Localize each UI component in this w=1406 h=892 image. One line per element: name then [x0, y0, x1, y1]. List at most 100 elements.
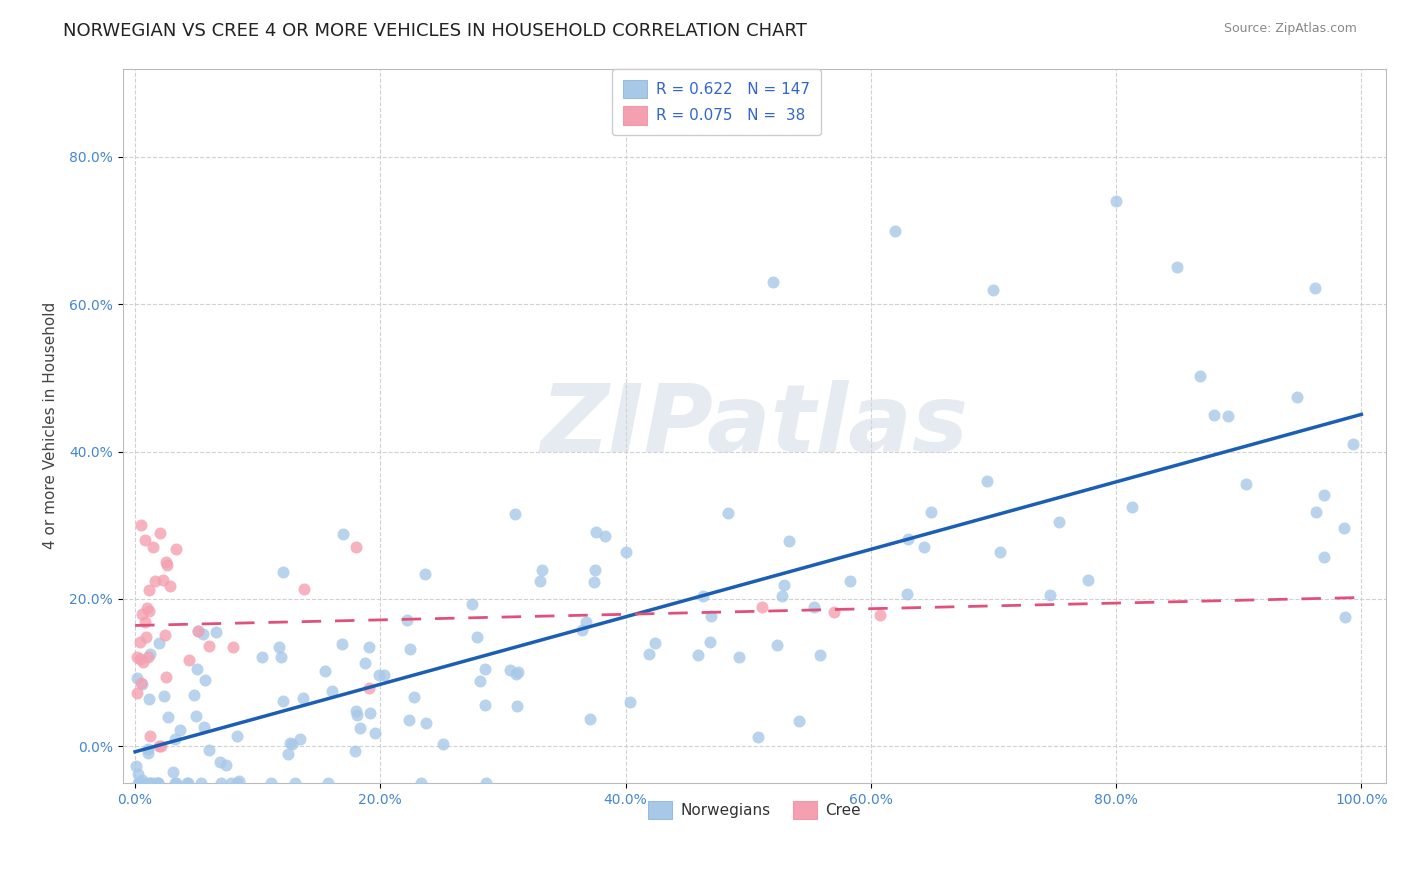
- Point: [127, 776, 149, 790]
- Point: [1105, 194, 1128, 208]
- Point: [1047, 515, 1070, 529]
- Point: [139, 648, 162, 662]
- Point: [153, 689, 176, 703]
- Point: [281, 738, 304, 752]
- Point: [271, 565, 294, 579]
- Point: [146, 776, 169, 790]
- Point: [396, 613, 419, 627]
- Point: [163, 731, 186, 746]
- Point: [461, 598, 484, 612]
- Point: [277, 747, 299, 762]
- Point: [155, 670, 177, 684]
- Point: [530, 563, 553, 577]
- Point: [125, 759, 148, 773]
- Point: [976, 474, 998, 488]
- Point: [198, 743, 221, 757]
- Point: [359, 640, 381, 655]
- Point: [198, 639, 221, 653]
- Point: [146, 776, 169, 790]
- Point: [803, 600, 825, 615]
- Point: [131, 773, 153, 788]
- Point: [148, 739, 170, 754]
- Point: [156, 558, 179, 573]
- Point: [583, 563, 606, 577]
- Point: [1341, 437, 1364, 451]
- Point: [1305, 505, 1327, 519]
- Point: [186, 662, 208, 676]
- Point: [344, 541, 367, 555]
- Point: [125, 686, 148, 700]
- Point: [1333, 520, 1355, 534]
- Point: [187, 624, 209, 639]
- Point: [359, 706, 381, 721]
- Point: [145, 776, 167, 790]
- Point: [1285, 390, 1308, 404]
- Point: [226, 776, 249, 790]
- Point: [131, 607, 153, 621]
- Point: [896, 587, 918, 601]
- Point: [284, 776, 307, 790]
- Point: [762, 275, 785, 289]
- Legend: Norwegians, Cree: Norwegians, Cree: [641, 795, 868, 825]
- Point: [260, 776, 283, 790]
- Point: [506, 698, 529, 713]
- Point: [751, 600, 773, 615]
- Point: [432, 737, 454, 751]
- Point: [332, 526, 354, 541]
- Point: [988, 545, 1011, 559]
- Point: [165, 541, 187, 556]
- Point: [125, 671, 148, 685]
- Point: [278, 736, 301, 750]
- Point: [747, 730, 769, 744]
- Point: [529, 574, 551, 588]
- Point: [316, 776, 339, 790]
- Point: [194, 673, 217, 688]
- Y-axis label: 4 or more Vehicles in Household: 4 or more Vehicles in Household: [44, 302, 58, 549]
- Point: [193, 627, 215, 641]
- Point: [571, 624, 593, 638]
- Point: [136, 650, 159, 665]
- Point: [204, 624, 226, 639]
- Point: [321, 683, 343, 698]
- Point: [773, 577, 796, 591]
- Point: [128, 776, 150, 790]
- Point: [474, 776, 496, 790]
- Point: [138, 583, 160, 598]
- Point: [688, 648, 710, 662]
- Point: [138, 691, 160, 706]
- Point: [839, 574, 862, 588]
- Point: [699, 609, 721, 624]
- Point: [1077, 573, 1099, 587]
- Point: [128, 652, 150, 666]
- Point: [467, 630, 489, 644]
- Point: [1236, 477, 1258, 491]
- Point: [373, 668, 395, 682]
- Point: [131, 676, 153, 690]
- Point: [789, 714, 811, 728]
- Point: [270, 650, 292, 665]
- Point: [193, 721, 215, 735]
- Point: [190, 776, 212, 790]
- Point: [128, 776, 150, 790]
- Point: [1216, 409, 1239, 423]
- Point: [138, 776, 160, 790]
- Point: [139, 729, 162, 743]
- Point: [368, 668, 391, 682]
- Point: [169, 723, 191, 738]
- Point: [983, 283, 1005, 297]
- Point: [148, 636, 170, 650]
- Point: [271, 694, 294, 708]
- Point: [187, 624, 209, 638]
- Text: Source: ZipAtlas.com: Source: ZipAtlas.com: [1223, 22, 1357, 36]
- Point: [1204, 408, 1226, 422]
- Point: [129, 675, 152, 690]
- Point: [127, 650, 149, 665]
- Point: [135, 631, 157, 645]
- Point: [159, 579, 181, 593]
- Point: [585, 525, 607, 540]
- Text: ZIPatlas: ZIPatlas: [540, 380, 969, 472]
- Point: [176, 776, 198, 790]
- Point: [129, 635, 152, 649]
- Point: [136, 742, 159, 756]
- Point: [177, 776, 200, 790]
